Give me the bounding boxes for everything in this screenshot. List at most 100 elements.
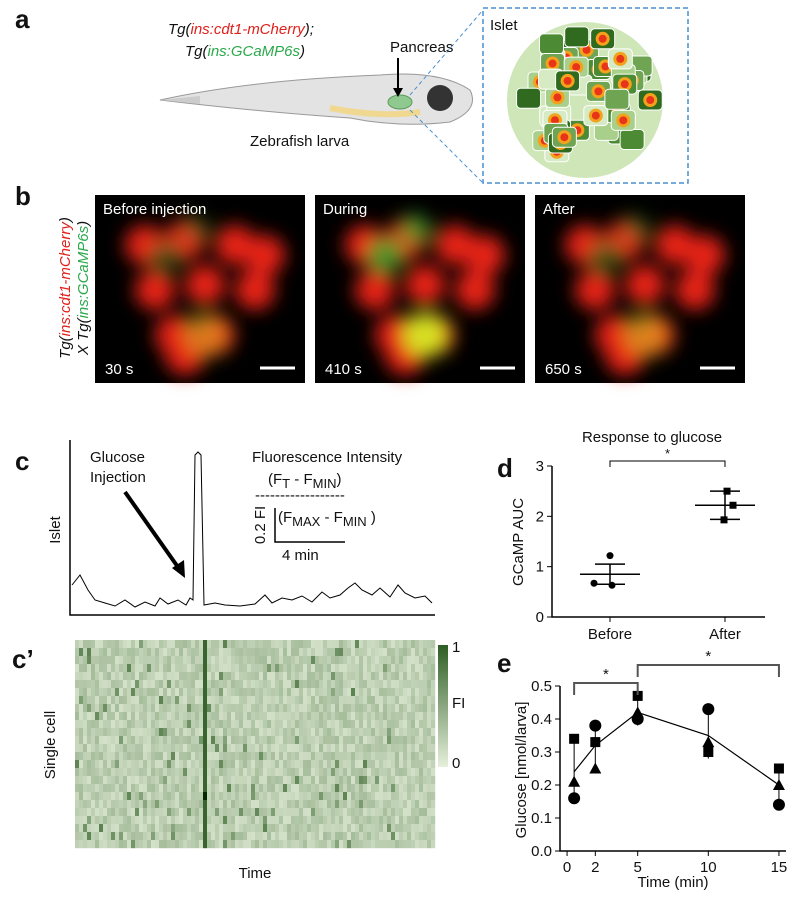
- heatmap-cell: [291, 816, 296, 825]
- heatmap-cell: [335, 736, 340, 745]
- heatmap-cell: [415, 768, 420, 777]
- heatmap-cell: [243, 728, 248, 737]
- heatmap-cell: [427, 656, 432, 665]
- heatmap-cell: [191, 776, 196, 785]
- heatmap-cell: [119, 664, 124, 673]
- heatmap-cell: [227, 696, 232, 705]
- heatmap-cell: [351, 784, 356, 793]
- heatmap-cell: [271, 752, 276, 761]
- heatmap-cell: [83, 760, 88, 769]
- heatmap-cell: [203, 640, 208, 649]
- heatmap-cell: [135, 808, 140, 817]
- heatmap-cell: [307, 792, 312, 801]
- heatmap-cell: [139, 840, 144, 849]
- heatmap-cell: [91, 720, 96, 729]
- heatmap-cell: [403, 656, 408, 665]
- heatmap-cell: [243, 736, 248, 745]
- heatmap-cell: [191, 800, 196, 809]
- heatmap-cell: [83, 648, 88, 657]
- heatmap-cell: [83, 728, 88, 737]
- heatmap-cell: [295, 776, 300, 785]
- heatmap-cell: [95, 720, 100, 729]
- heatmap-cell: [295, 744, 300, 753]
- heatmap-cell: [351, 640, 356, 649]
- heatmap-cell: [179, 640, 184, 649]
- heatmap-cell: [307, 752, 312, 761]
- heatmap-cell: [335, 696, 340, 705]
- heatmap-cell: [151, 800, 156, 809]
- frame-time: 30 s: [105, 361, 133, 378]
- heatmap-cell: [283, 736, 288, 745]
- x-tick-label: Before: [588, 626, 632, 643]
- heatmap-cell: [155, 728, 160, 737]
- heatmap-cell: [235, 656, 240, 665]
- heatmap-cell: [211, 696, 216, 705]
- heatmap-cell: [391, 656, 396, 665]
- heatmap-cell: [387, 768, 392, 777]
- heatmap-cell: [427, 784, 432, 793]
- heatmap-cell: [371, 728, 376, 737]
- heatmap-cell: [311, 792, 316, 801]
- heatmap-cell: [279, 704, 284, 713]
- heatmap-cell: [351, 768, 356, 777]
- heatmap-cell: [247, 696, 252, 705]
- heatmap-cell: [215, 648, 220, 657]
- heatmap-cell: [171, 776, 176, 785]
- heatmap-cell: [367, 752, 372, 761]
- heatmap-cell: [167, 736, 172, 745]
- x-tick-label: 2: [591, 859, 599, 876]
- heatmap-cell: [359, 712, 364, 721]
- heatmap-cell: [271, 840, 276, 849]
- heatmap-cell: [235, 744, 240, 753]
- heatmap-cell: [423, 768, 428, 777]
- heatmap-cell: [135, 840, 140, 849]
- heatmap-cell: [151, 784, 156, 793]
- heatmap-cell: [331, 800, 336, 809]
- heatmap-cell: [379, 784, 384, 793]
- cell: [685, 235, 725, 275]
- heatmap-cell: [267, 696, 272, 705]
- heatmap-cell: [431, 712, 436, 721]
- heatmap-cell: [231, 720, 236, 729]
- heatmap-cell: [283, 648, 288, 657]
- heatmap-cell: [91, 696, 96, 705]
- heatmap-cell: [211, 800, 216, 809]
- heatmap-cell: [307, 688, 312, 697]
- heatmap-cell: [203, 648, 208, 657]
- heatmap-cell: [171, 704, 176, 713]
- heatmap-cell: [387, 688, 392, 697]
- heatmap-cell: [407, 784, 412, 793]
- heatmap-cell: [207, 736, 212, 745]
- heatmap-cell: [259, 816, 264, 825]
- colorbar: [438, 645, 448, 767]
- heatmap-cell: [271, 704, 276, 713]
- heatmap-cell: [327, 824, 332, 833]
- nucleus: [582, 45, 591, 54]
- heatmap-cell: [423, 784, 428, 793]
- heatmap-cell: [167, 800, 172, 809]
- heatmap-cell: [379, 800, 384, 809]
- scale-bar: [274, 508, 345, 543]
- heatmap-cell: [363, 712, 368, 721]
- heatmap-cell: [163, 688, 168, 697]
- heatmap-cell: [339, 704, 344, 713]
- heatmap-cell: [327, 768, 332, 777]
- heatmap-cell: [167, 808, 172, 817]
- heatmap-cell: [159, 656, 164, 665]
- heatmap-cell: [323, 648, 328, 657]
- y-tick-label: 2: [536, 508, 544, 525]
- heatmap-cell: [239, 664, 244, 673]
- heatmap-cell: [259, 648, 264, 657]
- heatmap-cell: [231, 696, 236, 705]
- heatmap-cell: [91, 840, 96, 849]
- heatmap-cell: [187, 808, 192, 817]
- heatmap-cell: [83, 832, 88, 841]
- heatmap-cell: [395, 824, 400, 833]
- heatmap-cell: [267, 760, 272, 769]
- heatmap-cell: [275, 696, 280, 705]
- heatmap-cell: [323, 696, 328, 705]
- heatmap-cell: [115, 736, 120, 745]
- heatmap-cell: [423, 808, 428, 817]
- heatmap-cell: [83, 656, 88, 665]
- heatmap-cell: [315, 792, 320, 801]
